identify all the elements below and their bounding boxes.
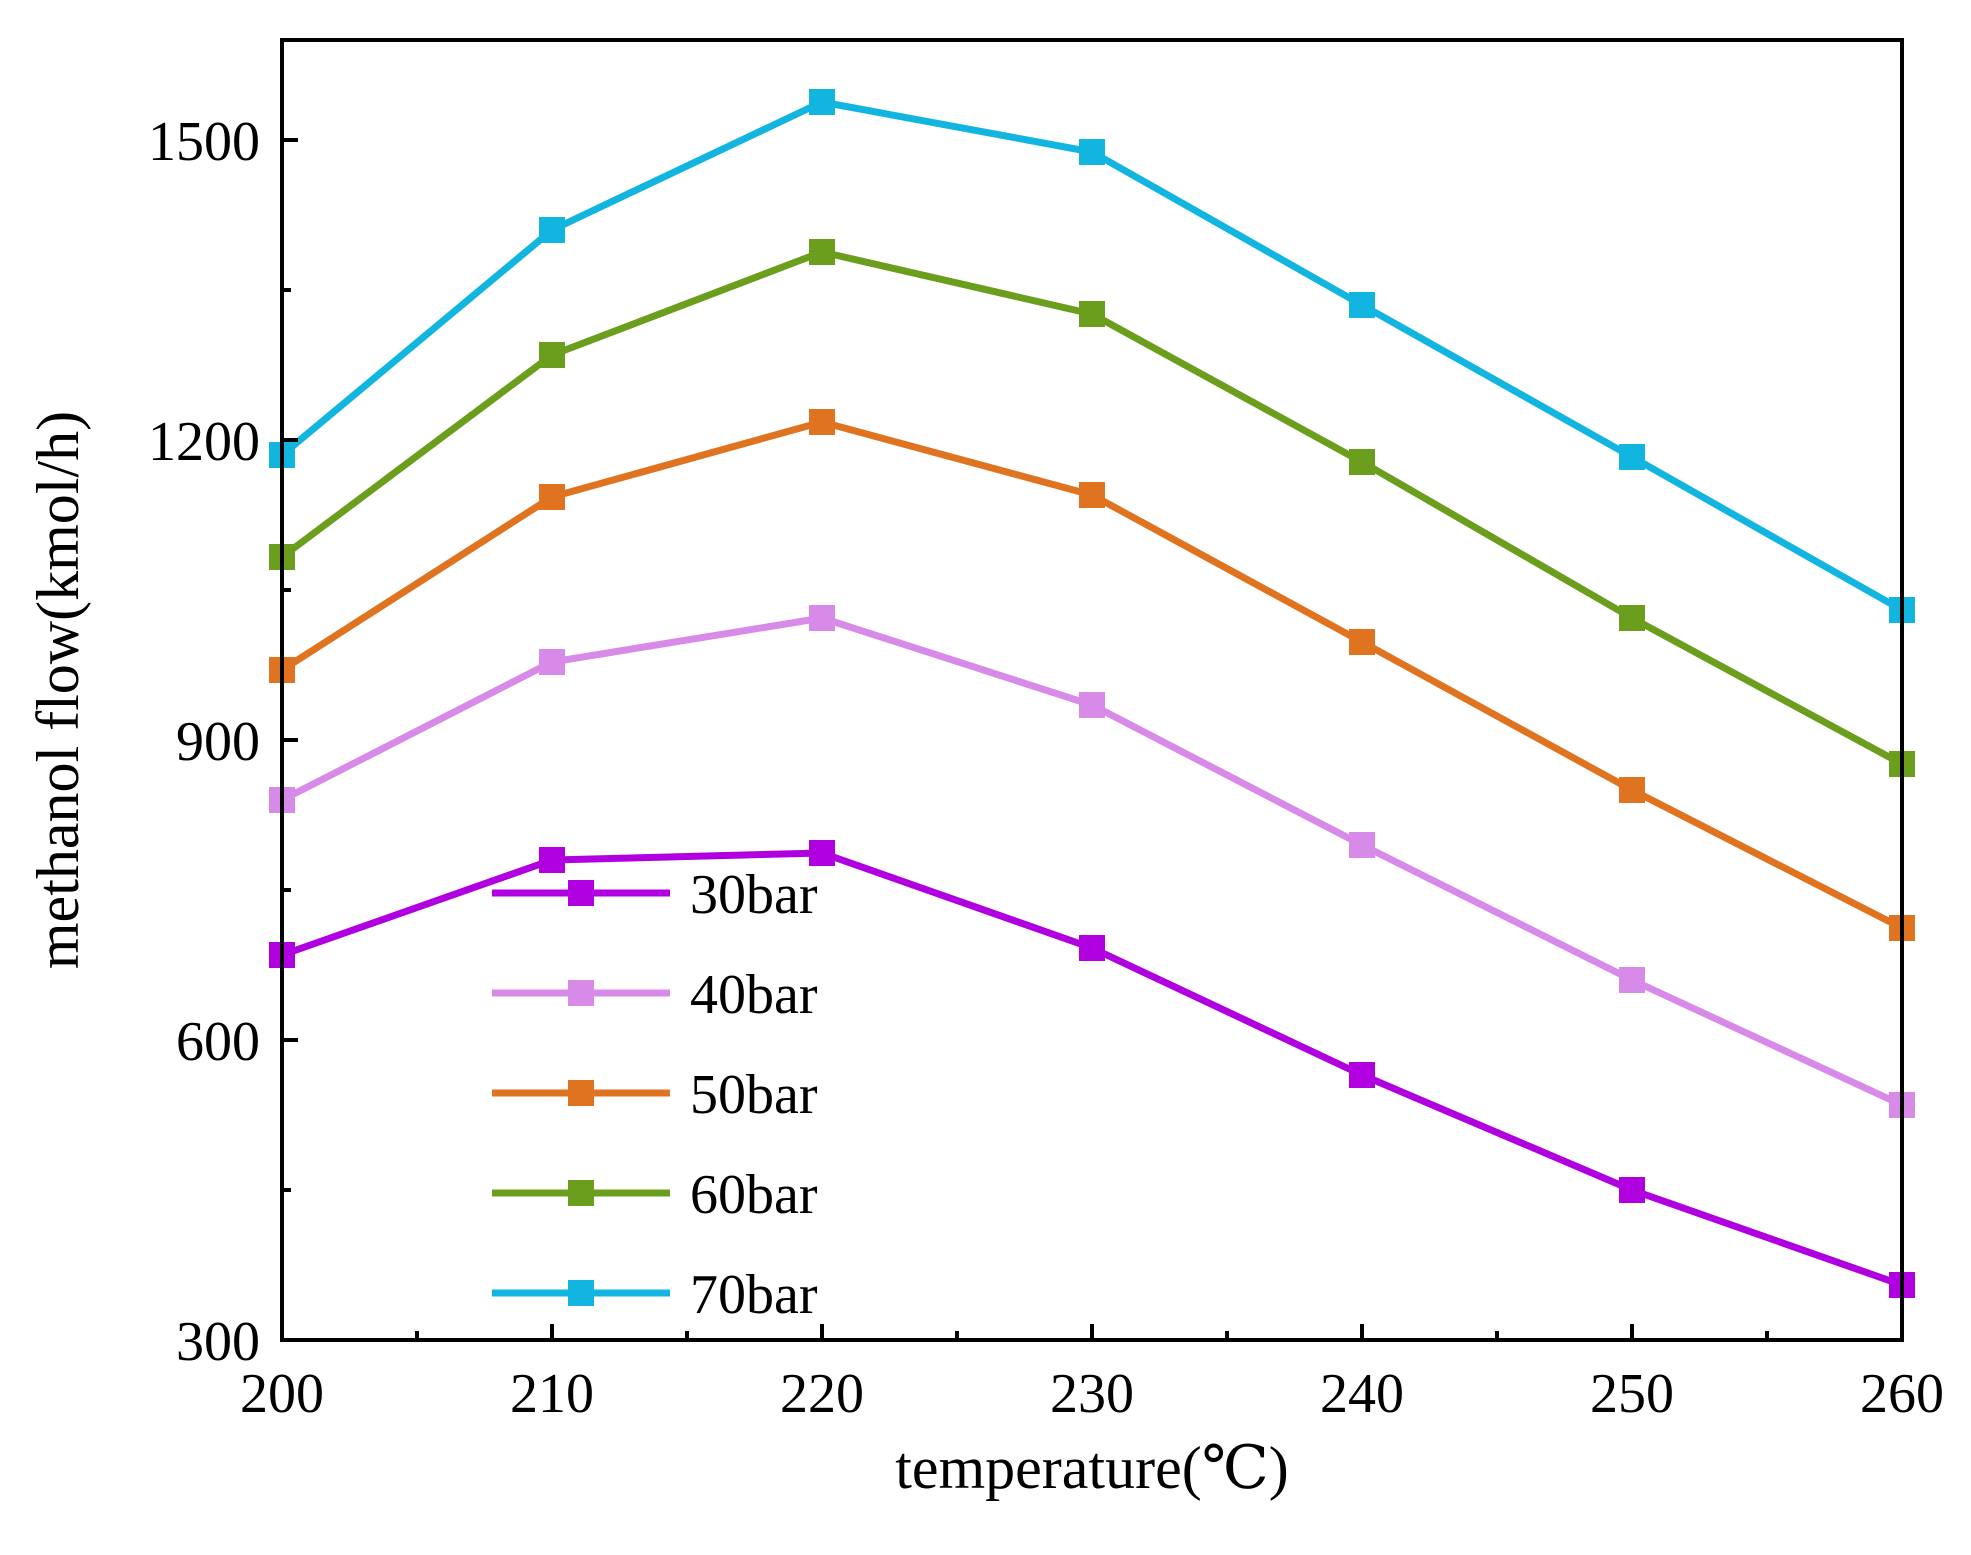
data-point — [809, 239, 835, 265]
series-30bar — [269, 840, 1915, 1298]
x-axis-title: temperature(℃) — [895, 1435, 1289, 1501]
legend-marker — [568, 1080, 594, 1106]
legend-label: 50bar — [690, 1064, 818, 1126]
series-line — [280, 849, 1904, 1289]
data-point — [1349, 832, 1375, 858]
series-line — [279, 98, 1904, 614]
x-tick-label: 220 — [780, 1363, 864, 1425]
y-tick-label: 1200 — [148, 411, 260, 473]
legend-item: 50bar — [492, 1064, 818, 1126]
data-point — [539, 342, 565, 368]
legend-label: 70bar — [690, 1264, 818, 1326]
legend-label: 60bar — [690, 1164, 818, 1226]
plot-frame — [280, 38, 1904, 1342]
legend-item: 70bar — [492, 1264, 818, 1326]
data-point — [1619, 1177, 1645, 1203]
data-point — [1349, 1062, 1375, 1088]
legend-marker — [568, 1180, 594, 1206]
data-point — [809, 89, 835, 115]
legend-marker — [568, 980, 594, 1006]
data-point — [1079, 301, 1105, 327]
legend-marker — [568, 1280, 594, 1306]
data-point — [539, 484, 565, 510]
data-point — [1079, 482, 1105, 508]
legend-item: 40bar — [492, 964, 818, 1026]
legend-item: 60bar — [492, 1164, 818, 1226]
data-point — [1349, 292, 1375, 318]
data-point — [809, 840, 835, 866]
x-tick-label: 210 — [510, 1363, 594, 1425]
legend: 30bar 40bar 50bar 60bar 70bar — [492, 864, 818, 1326]
data-point — [1619, 605, 1645, 631]
x-tick-label: 240 — [1320, 1363, 1404, 1425]
legend-label: 30bar — [690, 864, 818, 926]
axis-ticks: 200 210 220 230 240 250 260 300 600 900 1200 1500 — [148, 111, 1944, 1425]
series-40bar — [269, 605, 1915, 1118]
data-point — [1619, 444, 1645, 470]
data-point — [1619, 777, 1645, 803]
data-point — [539, 649, 565, 675]
data-point — [1079, 935, 1105, 961]
series-line — [280, 614, 1904, 1109]
series-60bar — [269, 239, 1915, 777]
series-50bar — [269, 409, 1915, 941]
series-70bar — [269, 89, 1915, 623]
data-point — [1619, 967, 1645, 993]
x-tick-label: 260 — [1860, 1363, 1944, 1425]
data-point — [809, 605, 835, 631]
series-layer — [269, 89, 1915, 1298]
data-point — [539, 847, 565, 873]
x-tick-label: 250 — [1590, 1363, 1674, 1425]
x-tick-label: 230 — [1050, 1363, 1134, 1425]
y-tick-label: 300 — [176, 1311, 260, 1373]
data-point — [539, 217, 565, 243]
legend-label: 40bar — [690, 964, 818, 1026]
data-point — [1349, 449, 1375, 475]
y-tick-label: 600 — [176, 1011, 260, 1073]
y-axis-title: methanol flow(kmol/h) — [25, 411, 91, 969]
legend-marker — [568, 880, 594, 906]
y-tick-label: 1500 — [148, 111, 260, 173]
legend-item: 30bar — [492, 864, 818, 926]
data-point — [1079, 139, 1105, 165]
x-tick-label: 200 — [240, 1363, 324, 1425]
data-point — [1079, 692, 1105, 718]
y-tick-label: 900 — [176, 711, 260, 773]
data-point — [1349, 629, 1375, 655]
data-point — [809, 409, 835, 435]
